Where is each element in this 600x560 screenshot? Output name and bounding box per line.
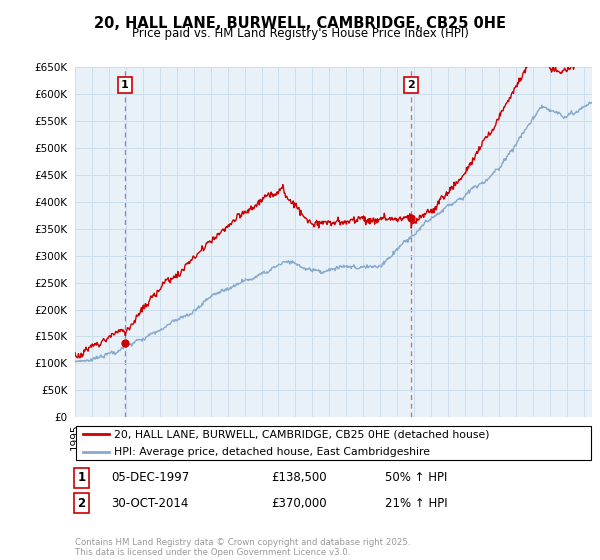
Text: £138,500: £138,500 [272, 472, 327, 484]
Text: 2: 2 [407, 80, 415, 90]
Text: Contains HM Land Registry data © Crown copyright and database right 2025.
This d: Contains HM Land Registry data © Crown c… [75, 538, 410, 557]
Text: Price paid vs. HM Land Registry's House Price Index (HPI): Price paid vs. HM Land Registry's House … [131, 27, 469, 40]
Text: 2: 2 [77, 497, 86, 510]
FancyBboxPatch shape [76, 426, 590, 460]
Text: 1: 1 [77, 472, 86, 484]
Text: 20, HALL LANE, BURWELL, CAMBRIDGE, CB25 0HE (detached house): 20, HALL LANE, BURWELL, CAMBRIDGE, CB25 … [114, 429, 489, 439]
Text: 1: 1 [121, 80, 128, 90]
Text: 30-OCT-2014: 30-OCT-2014 [111, 497, 188, 510]
Text: 05-DEC-1997: 05-DEC-1997 [111, 472, 190, 484]
Text: 50% ↑ HPI: 50% ↑ HPI [385, 472, 448, 484]
Text: HPI: Average price, detached house, East Cambridgeshire: HPI: Average price, detached house, East… [114, 447, 430, 457]
Text: 20, HALL LANE, BURWELL, CAMBRIDGE, CB25 0HE: 20, HALL LANE, BURWELL, CAMBRIDGE, CB25 … [94, 16, 506, 31]
Text: £370,000: £370,000 [272, 497, 327, 510]
Text: 21% ↑ HPI: 21% ↑ HPI [385, 497, 448, 510]
